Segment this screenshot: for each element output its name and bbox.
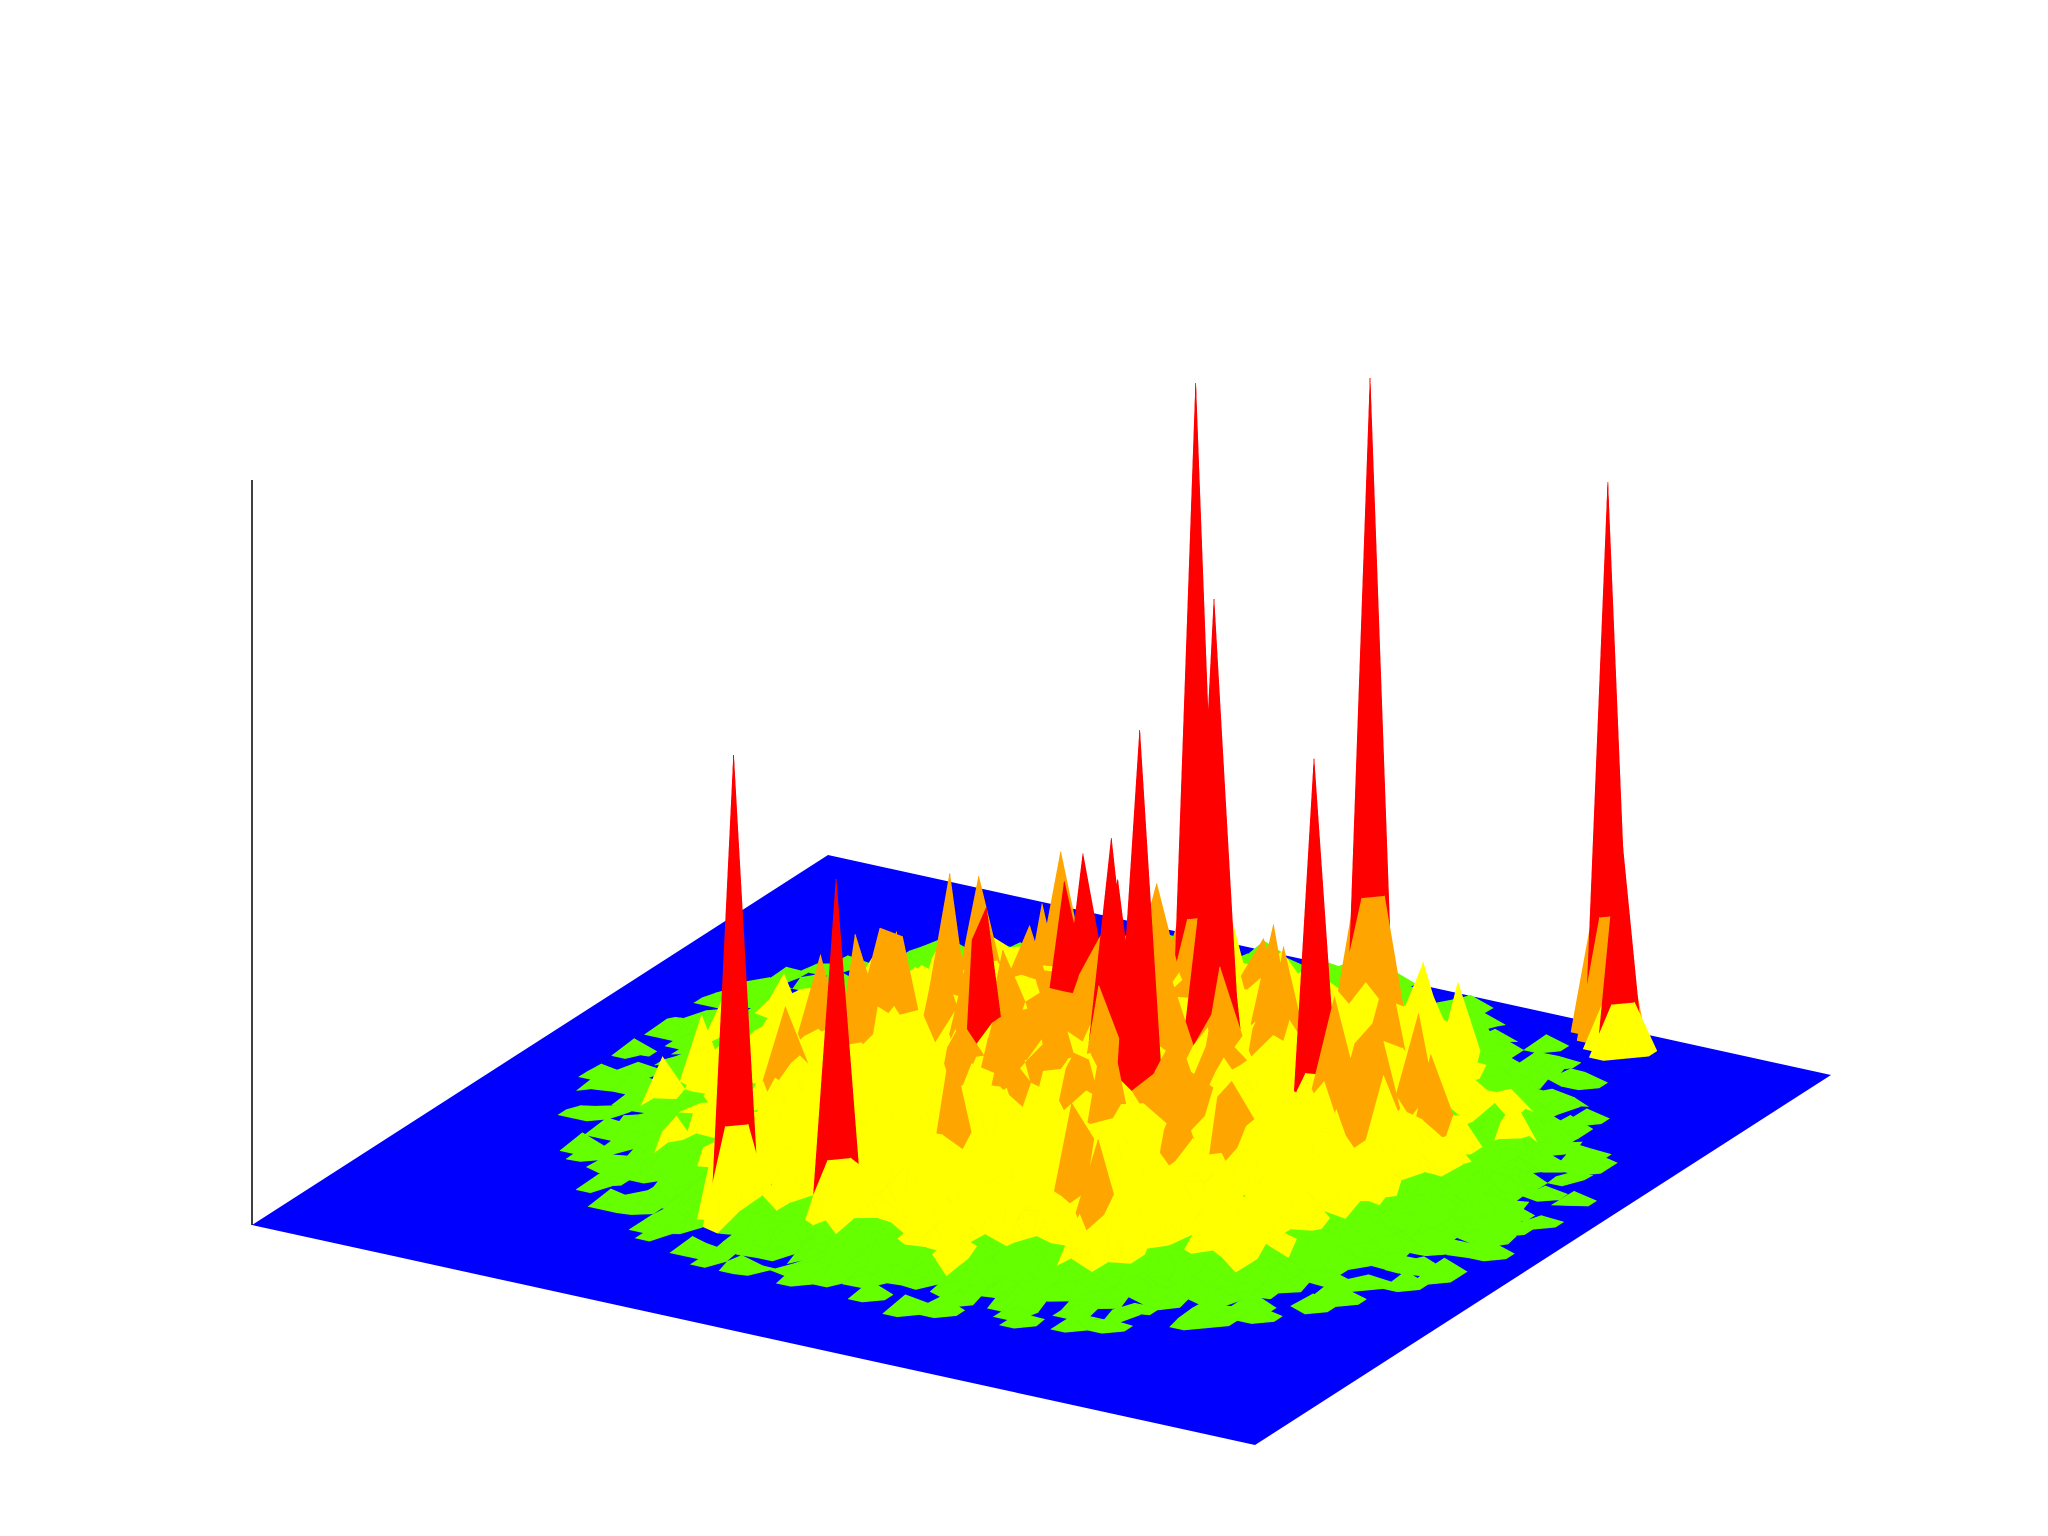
surface-facet [631,1098,655,1112]
surface-facet [611,1087,635,1106]
surface-facet [1250,924,1274,1025]
surface-facet [1585,482,1608,1036]
surface-facet [877,1006,901,1021]
surface-facet [598,1117,622,1139]
surface-facet [761,973,785,1021]
surface-facet [1033,903,1057,967]
surface-facet [586,1105,610,1122]
surface-facet [596,1134,620,1152]
surface-facet [1576,917,1600,1042]
surface-facet [672,1027,697,1042]
surface-facet [625,1087,649,1109]
surface-facet [680,1090,704,1108]
surface-facet [1361,378,1385,899]
surface-facet [675,1017,698,1026]
surface-facet [1486,1028,1510,1042]
surface-facet [906,949,931,963]
surface-facet [576,1072,600,1091]
surface-facet [1240,938,1264,977]
surface-facet [746,1030,770,1049]
surface-facet [640,1055,663,1061]
surface-facet [641,1119,665,1133]
surface-facet [557,1105,581,1116]
surface-facet [654,1055,678,1066]
surface-facet [584,1117,608,1136]
surface-facet [633,1079,657,1089]
surface-facet [995,950,1018,958]
surface-facet [797,954,821,1039]
surface-facet [666,1017,690,1031]
surface-facet [754,1026,778,1051]
surface-facet [559,1132,583,1151]
surface-facet [623,1111,647,1116]
surface-facet [696,1075,720,1083]
surface-facet [1570,908,1594,1033]
surface-facet [912,1009,936,1044]
surface-facet [654,1056,678,1100]
surface-facet [1537,1034,1562,1054]
surface-facet [608,1105,633,1120]
surface-facet [762,1006,786,1081]
surface-facet [1546,1034,1569,1047]
surface-facet [617,1055,641,1065]
surface-facet [572,1105,596,1119]
surface-facet [664,1034,688,1047]
surface-facet [747,977,770,982]
surface-facet [611,1038,635,1056]
surface-facet [634,1038,657,1052]
surface-facet [649,1108,674,1126]
surface-facet [1597,818,1621,1053]
surface-facet [617,1105,641,1109]
surface-facet [639,1056,663,1109]
surface-facet [1236,986,1260,1009]
surface-facet [684,1040,708,1090]
surface-facet [750,1044,774,1081]
surface-facet [662,1056,686,1090]
surface-facet [792,974,816,990]
surface-facet [644,1018,668,1035]
surface-facet [914,945,939,958]
surface-facet [621,1121,645,1129]
surface-facet [1523,1034,1547,1051]
surface-facet [578,1063,602,1078]
surface-facet [613,1073,637,1092]
surface-facet [629,1111,653,1128]
surface-facet [693,992,717,1004]
surface-facet [590,1072,614,1092]
surface-facet [594,1105,618,1111]
surface-facet [937,952,961,1015]
surface-facet [670,1040,694,1055]
surface-facet [688,1082,713,1095]
surface-facet [1582,995,1606,1050]
surface-facet [645,1097,670,1114]
surface-mesh [557,378,1658,1337]
surface-facet [615,1114,638,1127]
surface-facet [678,1015,702,1085]
surface-facet [658,1018,682,1039]
surface-facet [855,934,878,1007]
surface-facet [744,990,769,1008]
surface-facet [658,1107,681,1109]
surface-facet [683,1010,707,1019]
surface-facet [1501,1041,1524,1051]
surface-facet [1021,925,1045,976]
